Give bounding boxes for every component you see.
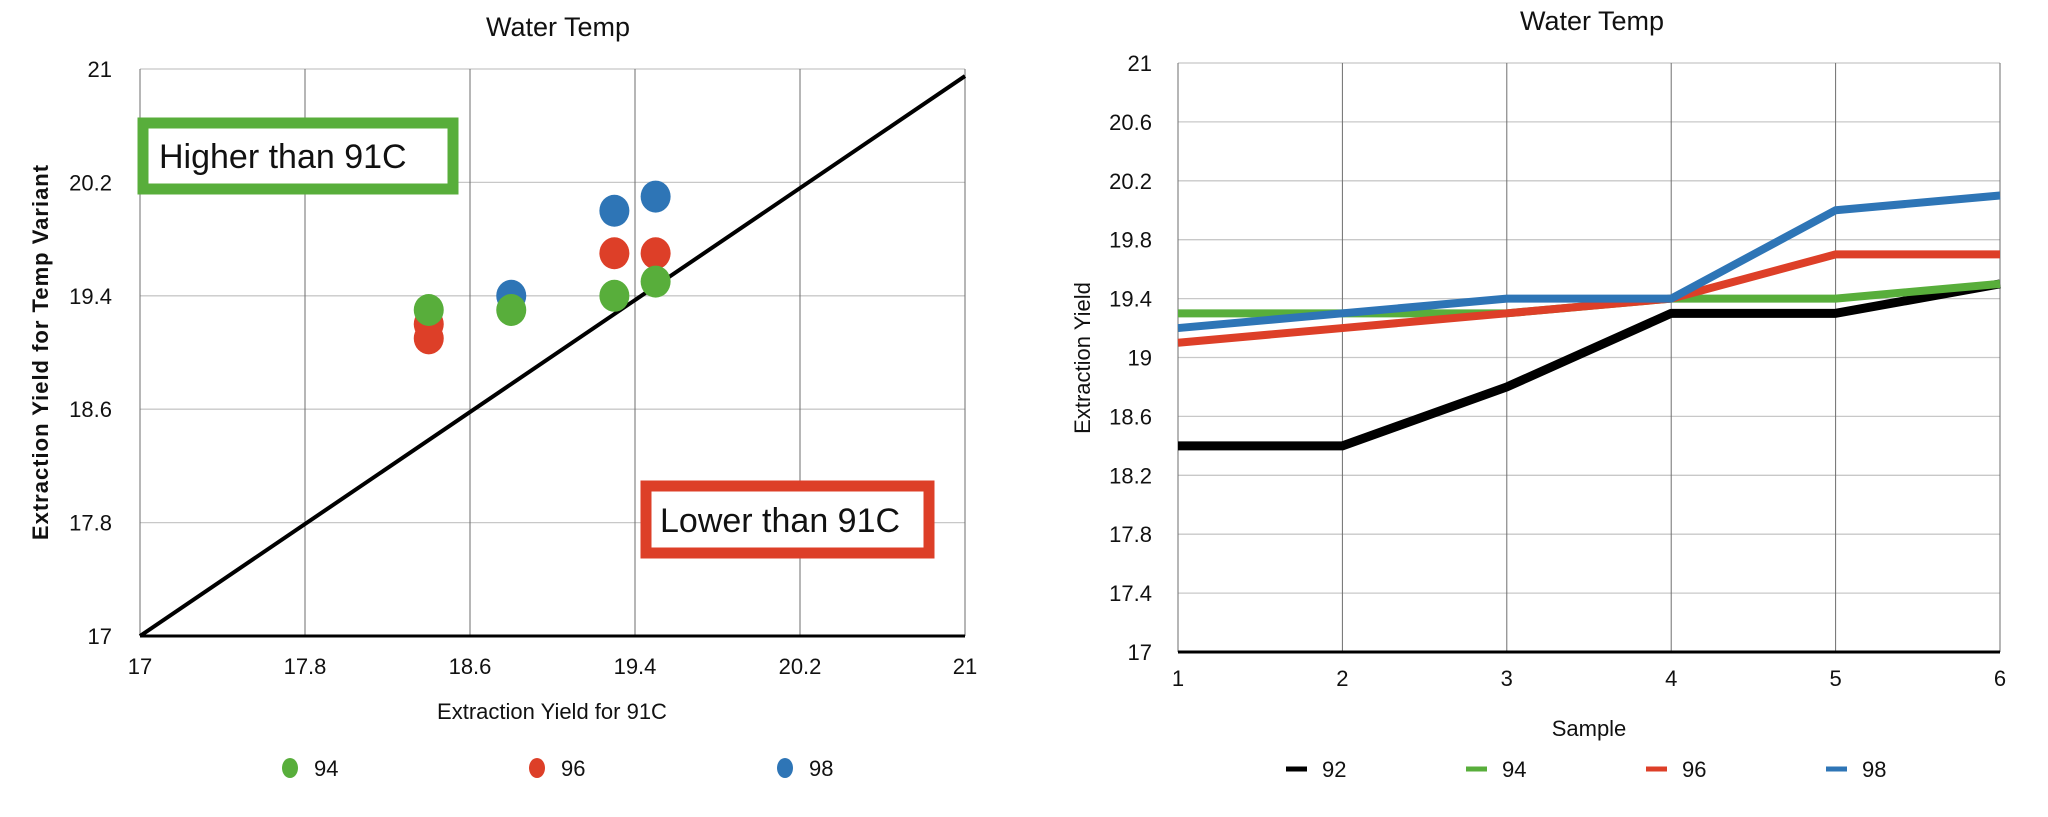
legend-marker-icon (529, 758, 545, 778)
annotation-lower-text: Lower than 91C (660, 502, 900, 540)
line-series (1177, 191, 2001, 451)
scatter-legend-item-98: 98 (777, 756, 833, 781)
line-title: Water Temp (1520, 6, 1664, 36)
line-y-tick-label: 18.6 (1109, 404, 1152, 429)
line-y-tick-label: 20.2 (1109, 169, 1152, 194)
line-y-tick-label: 20.6 (1109, 110, 1152, 135)
legend-marker-icon (777, 758, 793, 778)
annotation-higher: Higher than 91C (137, 117, 459, 195)
scatter-points (413, 180, 671, 355)
scatter-point-98 (599, 194, 630, 227)
scatter-point-96 (599, 237, 630, 270)
scatter-point-94 (599, 279, 630, 312)
scatter-point-94 (496, 293, 527, 326)
line-y-tick-label: 18.2 (1109, 463, 1152, 488)
scatter-x-tick-label: 18.6 (449, 654, 492, 679)
scatter-y-tick-label: 19.4 (69, 284, 112, 309)
scatter-point-98 (640, 180, 671, 213)
legend-label: 96 (561, 756, 585, 781)
annotation-higher-text: Higher than 91C (159, 138, 407, 176)
scatter-x-axis-title: Extraction Yield for 91C (437, 699, 667, 724)
line-legend-item-92: 92 (1286, 757, 1346, 782)
line-y-tick-label: 21 (1128, 51, 1152, 76)
legend-label: 98 (1862, 757, 1886, 782)
line-x-tick-label: 1 (1172, 666, 1184, 691)
line-legend-item-94: 94 (1466, 757, 1526, 782)
scatter-point-96 (640, 237, 671, 270)
scatter-legend-item-94: 94 (282, 756, 338, 781)
scatter-y-tick-label: 18.6 (69, 397, 112, 422)
line-series-96 (1177, 250, 2000, 347)
line-y-tick-label: 19 (1128, 346, 1152, 371)
line-legend-item-96: 96 (1646, 757, 1706, 782)
scatter-x-tick-label: 20.2 (779, 654, 822, 679)
line-y-tick-label: 19.4 (1109, 287, 1152, 312)
annotation-higher-box (137, 117, 459, 195)
line-y-tick-label: 17.4 (1109, 581, 1152, 606)
legend-marker-icon (282, 758, 298, 778)
scatter-y-tick-label: 20.2 (69, 170, 112, 195)
scatter-y-tick-label: 21 (88, 57, 112, 82)
line-x-tick-label: 6 (1994, 666, 2006, 691)
line-x-tick-label: 4 (1665, 666, 1677, 691)
line-y-axis-title: Extraction Yield (1070, 282, 1095, 434)
scatter-point-94 (640, 265, 671, 298)
legend-label: 94 (314, 756, 338, 781)
scatter-point-96 (413, 322, 444, 355)
legend-label: 98 (809, 756, 833, 781)
scatter-y-tick-label: 17 (88, 624, 112, 649)
legend-label: 94 (1502, 757, 1526, 782)
line-x-tick-label: 2 (1336, 666, 1348, 691)
legend-label: 96 (1682, 757, 1706, 782)
line-y-tick-label: 19.8 (1109, 228, 1152, 253)
scatter-annotations: Higher than 91C Lower than 91C (137, 117, 935, 559)
scatter-legend-item-96: 96 (529, 756, 585, 781)
reference-diagonal-line (138, 74, 967, 638)
scatter-chart: Water Temp 17 17.8 18.6 19.4 20.2 21 17 17.8 18.… (28, 12, 977, 781)
scatter-x-tick-label: 21 (953, 654, 977, 679)
annotation-lower: Lower than 91C (640, 480, 935, 559)
line-series-92 (1178, 279, 2001, 451)
legend-label: 92 (1322, 757, 1346, 782)
scatter-x-tick-label: 19.4 (614, 654, 657, 679)
line-chart: Water Temp 17 17.4 17.8 18.2 18.6 19 19.4 19.8 2… (1070, 6, 2006, 782)
line-x-tick-label: 5 (1829, 666, 1841, 691)
line-y-tick-label: 17.8 (1109, 522, 1152, 547)
scatter-x-tick-label: 17.8 (284, 654, 327, 679)
line-x-axis-title: Sample (1552, 716, 1627, 741)
annotation-lower-box (640, 480, 935, 559)
scatter-tick-labels: 17 17.8 18.6 19.4 20.2 21 17 17.8 18.6 19.4 20.2 21 (69, 57, 977, 679)
line-legend-item-98: 98 (1826, 757, 1886, 782)
scatter-x-tick-label: 17 (128, 654, 152, 679)
line-x-tick-label: 3 (1501, 666, 1513, 691)
scatter-legend: 94 96 98 (282, 756, 833, 781)
line-legend: 92 94 96 98 (1286, 757, 1886, 782)
line-tick-labels: 17 17.4 17.8 18.2 18.6 19 19.4 19.8 20.2 20.6 21 1 2… (1109, 51, 2006, 691)
line-series-98 (1177, 191, 2001, 333)
line-gridlines (1177, 62, 2001, 654)
scatter-y-axis-title: Extraction Yield for Temp Variant (28, 164, 53, 540)
line-y-tick-label: 17 (1128, 640, 1152, 665)
scatter-title: Water Temp (486, 12, 630, 42)
scatter-y-tick-label: 17.8 (69, 511, 112, 536)
scatter-point-94 (413, 293, 444, 326)
